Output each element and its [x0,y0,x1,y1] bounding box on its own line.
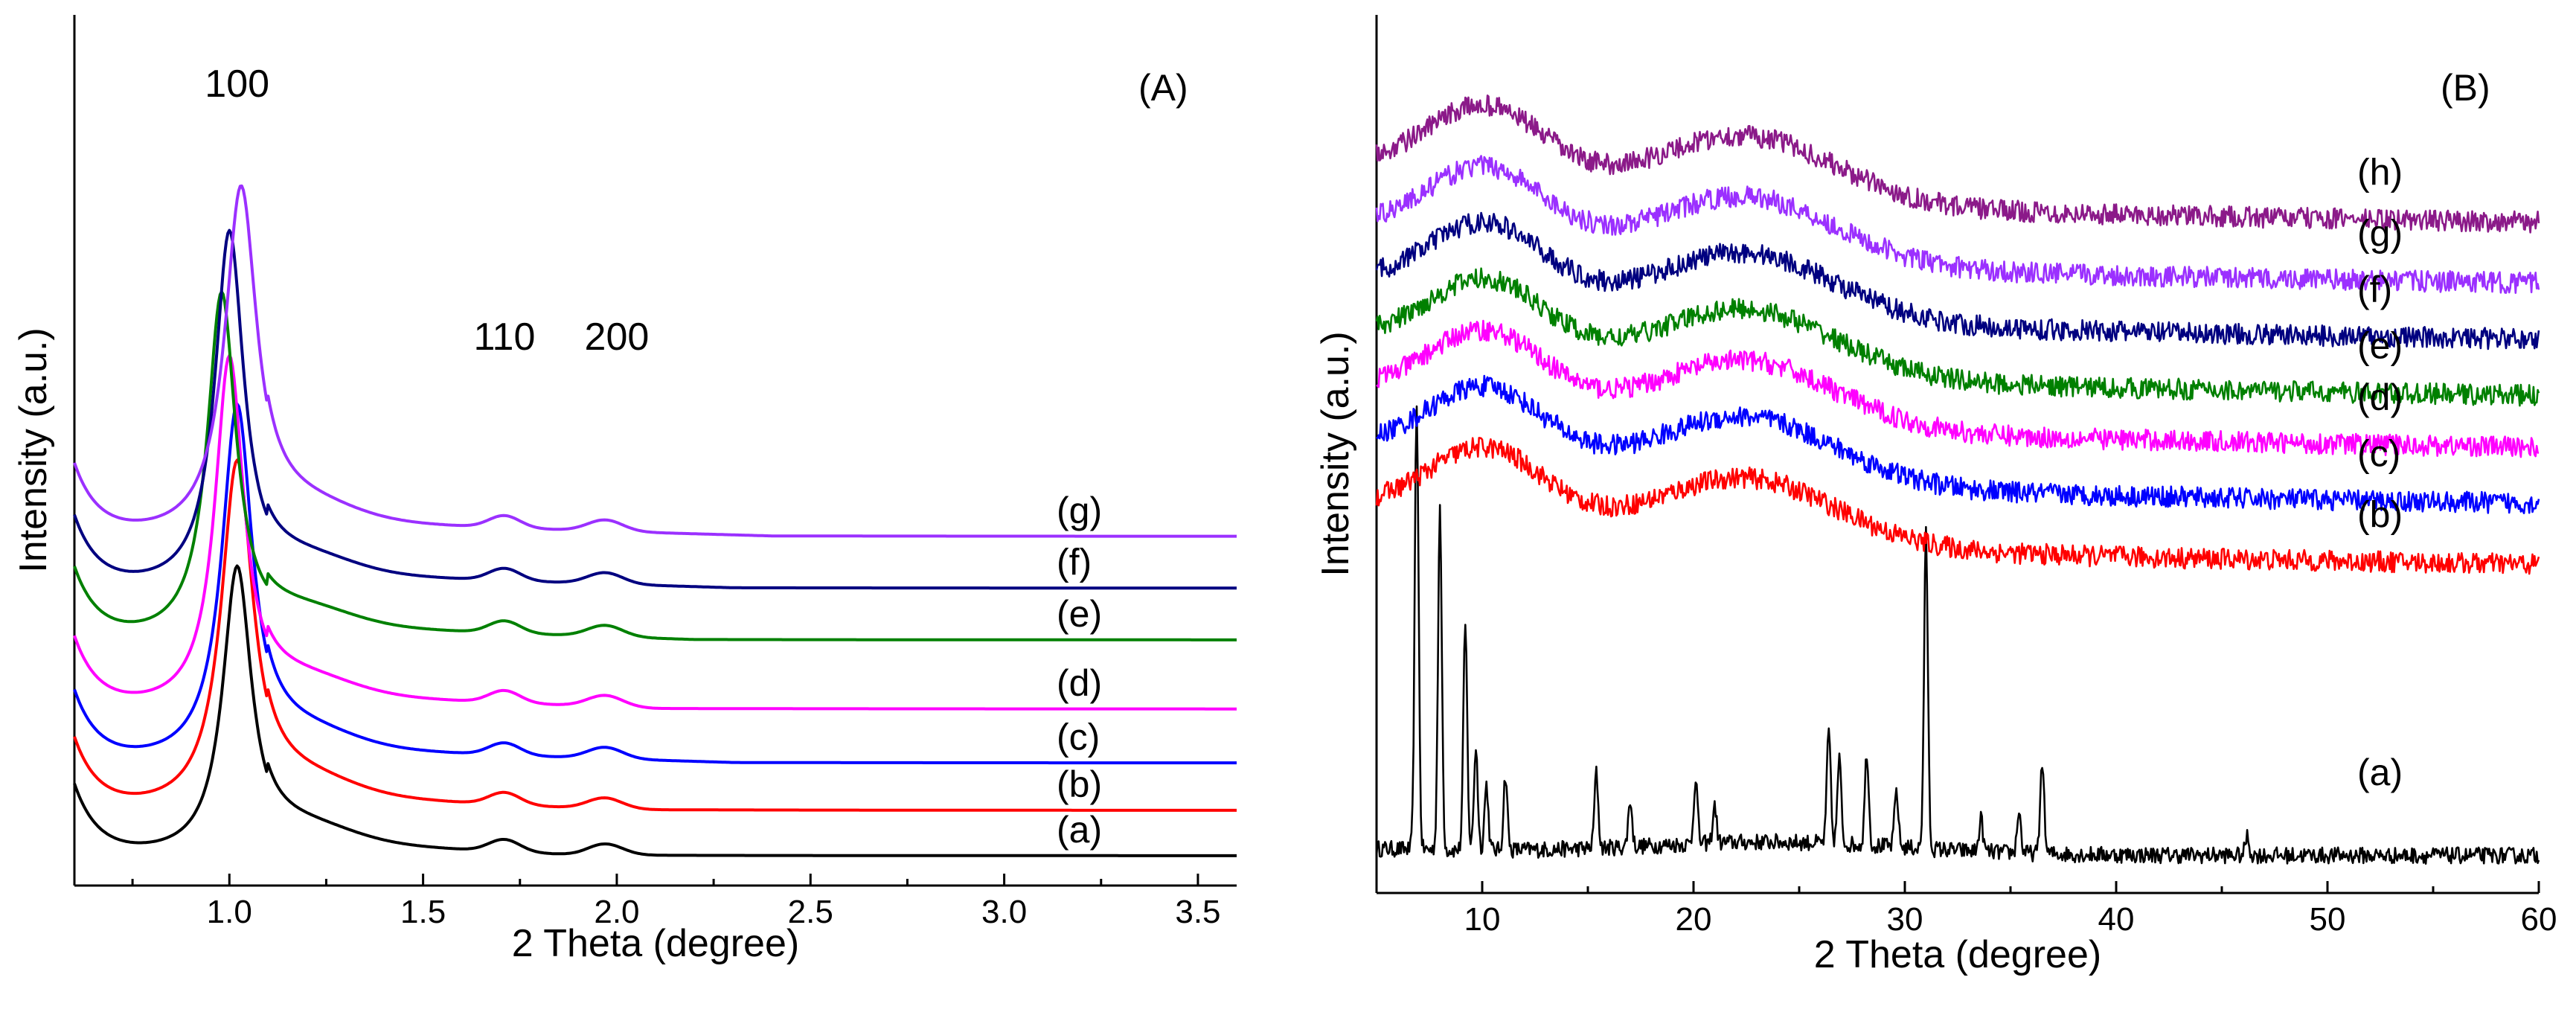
panel-b-curve-h [1375,95,2540,234]
panel-a-label-e: (e) [1057,593,1102,635]
panel-a-tick-label: 3.5 [1175,894,1220,930]
panel-a-curve-c [73,403,1237,765]
panel-b-label-a: (a) [2357,752,2403,793]
panel-a-curve-labels: (a)(b) (c) (d) (e) (f) (g) [1057,490,1102,851]
panel-b-x-ticks: 10 20 30 40 50 60 [1375,881,2557,938]
panel-b-tick-label: 40 [2098,901,2135,938]
panel-a-tick-label: 3.0 [981,894,1027,930]
panel-a-tick-label: 2.5 [788,894,833,930]
panel-a-curve-d [73,353,1237,711]
panel-a-tick-label: 2.0 [594,894,639,930]
panel-b-curve-a [1375,405,2540,865]
panel-a-small-angle-xrd: 1.0 1.5 2.0 2.5 3.0 3.5 (a)(b) (c) (d) (e) (f) (g)… [12,15,1237,965]
panel-a-peak-annotations: 100 110 200 [205,63,649,359]
panel-b-tick-label: 30 [1887,901,1923,938]
panel-b-label-h: (h) [2357,152,2403,193]
panel-a-curve-a [73,564,1237,857]
panel-b-curve-g [1375,155,2540,294]
panel-a-peak-200: 200 [585,316,650,359]
panel-b-label-f: (f) [2357,269,2392,310]
panel-a-x-axis-title: 2 Theta (degree) [512,922,799,965]
panel-b-label-d: (d) [2357,377,2403,418]
panel-a-tick-label: 1.0 [207,894,252,930]
panel-b-tick-label: 20 [1676,901,1712,938]
panel-a-curve-e [73,290,1237,641]
panel-b-curve-c [1376,374,2540,514]
panel-a-curve-f [73,228,1237,590]
panel-a-label-a: (a) [1057,809,1102,851]
panel-b-curves [1375,95,2540,865]
panel-b-label: (B) [2441,67,2490,109]
panel-a-curves [73,184,1237,857]
panel-b-label-g: (g) [2357,213,2403,254]
panel-b-tick-label: 60 [2521,901,2557,938]
panel-b-label-e: (e) [2357,325,2403,367]
panel-b-x-axis-title: 2 Theta (degree) [1814,933,2101,976]
panel-a-label-d: (d) [1057,662,1102,704]
panel-b-wide-angle-xrd: 10 20 30 40 50 60 (a) (b) (c) (d) (e) (f) (g) (h) (B… [1314,15,2557,976]
panel-a-label-c: (c) [1057,716,1100,758]
panel-b-curve-labels: (a) (b) (c) (d) (e) (f) (g) (h) [2357,152,2403,793]
panel-b-curve-d [1376,319,2540,458]
panel-a-x-ticks: 1.0 1.5 2.0 2.5 3.0 3.5 [131,874,1221,930]
panel-a-peak-100: 100 [205,63,269,106]
panel-b-tick-label: 50 [2310,901,2346,938]
panel-a-curve-g [73,184,1237,538]
panel-a-label-b: (b) [1057,764,1102,805]
panel-b-label-c: (c) [2357,433,2400,475]
panel-a-label-g: (g) [1057,490,1102,531]
panel-b-curve-e [1375,267,2540,407]
panel-a-label: (A) [1138,67,1188,109]
panel-a-tick-label: 1.5 [400,894,446,930]
panel-a-peak-110: 110 [473,316,535,359]
panel-b-label-b: (b) [2357,494,2403,536]
panel-b-tick-label: 10 [1464,901,1501,938]
panel-a-y-axis-title: Intensity (a.u.) [12,327,55,572]
panel-b-curve-f [1375,211,2540,350]
panel-b-curve-b [1375,437,2540,575]
panel-a-label-f: (f) [1057,541,1092,583]
panel-b-y-axis-title: Intensity (a.u.) [1314,331,1357,576]
panel-a-curve-b [73,458,1237,812]
